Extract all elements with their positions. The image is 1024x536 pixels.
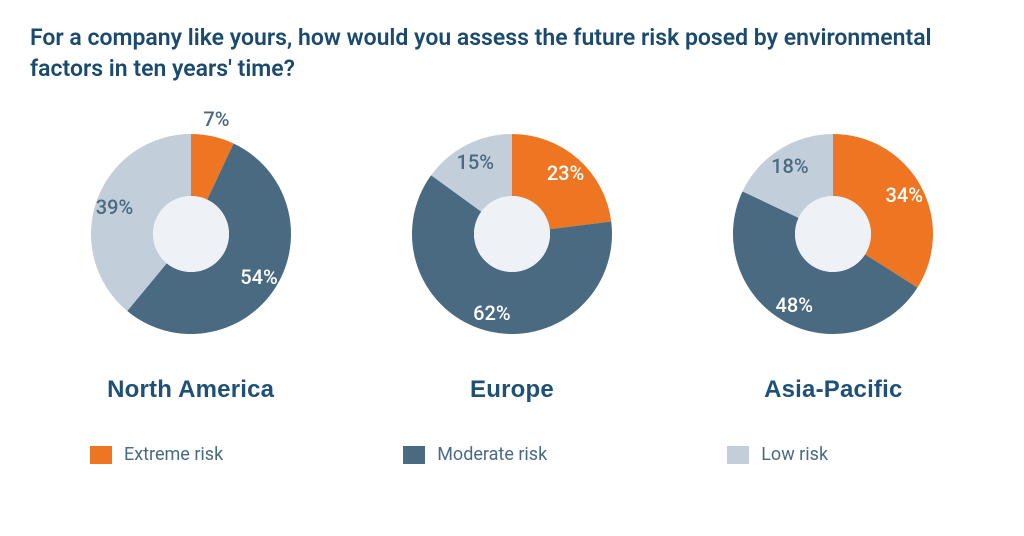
legend-label: Low risk xyxy=(761,444,828,465)
slice-label-moderate: 62% xyxy=(473,301,510,325)
legend-item-moderate: Moderate risk xyxy=(403,444,547,465)
legend-label: Extreme risk xyxy=(124,444,223,465)
donut-chart: 34% 48% 18% xyxy=(713,114,953,354)
slice-label-low: 18% xyxy=(771,154,808,178)
slice-label-moderate: 54% xyxy=(240,265,277,289)
slice-label-extreme: 34% xyxy=(886,183,923,207)
legend-item-extreme: Extreme risk xyxy=(90,444,223,465)
charts-row: 7%54%39%North America23%62%15%Europe34%4… xyxy=(30,114,994,404)
donut-hole xyxy=(795,196,871,272)
donut-chart: 7%54%39% xyxy=(71,114,311,354)
legend-item-low: Low risk xyxy=(727,444,828,465)
chart-block: 23% 62% 15% Europe xyxy=(362,114,662,404)
slice-label-extreme: 7% xyxy=(203,107,229,131)
region-name: North America xyxy=(107,376,274,404)
legend-label: Moderate risk xyxy=(437,444,547,465)
legend-swatch xyxy=(727,446,749,464)
chart-block: 7%54%39%North America xyxy=(41,114,341,404)
donut-hole xyxy=(474,196,550,272)
chart-block: 34% 48% 18% Asia-Pacific xyxy=(683,114,983,404)
chart-title: For a company like yours, how would you … xyxy=(30,22,950,84)
slice-label-low: 15% xyxy=(456,150,493,174)
legend-swatch xyxy=(90,446,112,464)
legend: Extreme risk Moderate risk Low risk xyxy=(30,444,994,465)
region-name: Europe xyxy=(470,376,554,404)
slice-label-moderate: 48% xyxy=(776,293,813,317)
legend-swatch xyxy=(403,446,425,464)
region-name: Asia-Pacific xyxy=(764,376,902,404)
slice-label-low: 39% xyxy=(96,195,133,219)
donut-hole xyxy=(153,196,229,272)
slice-label-extreme: 23% xyxy=(547,161,584,185)
donut-chart: 23% 62% 15% xyxy=(392,114,632,354)
